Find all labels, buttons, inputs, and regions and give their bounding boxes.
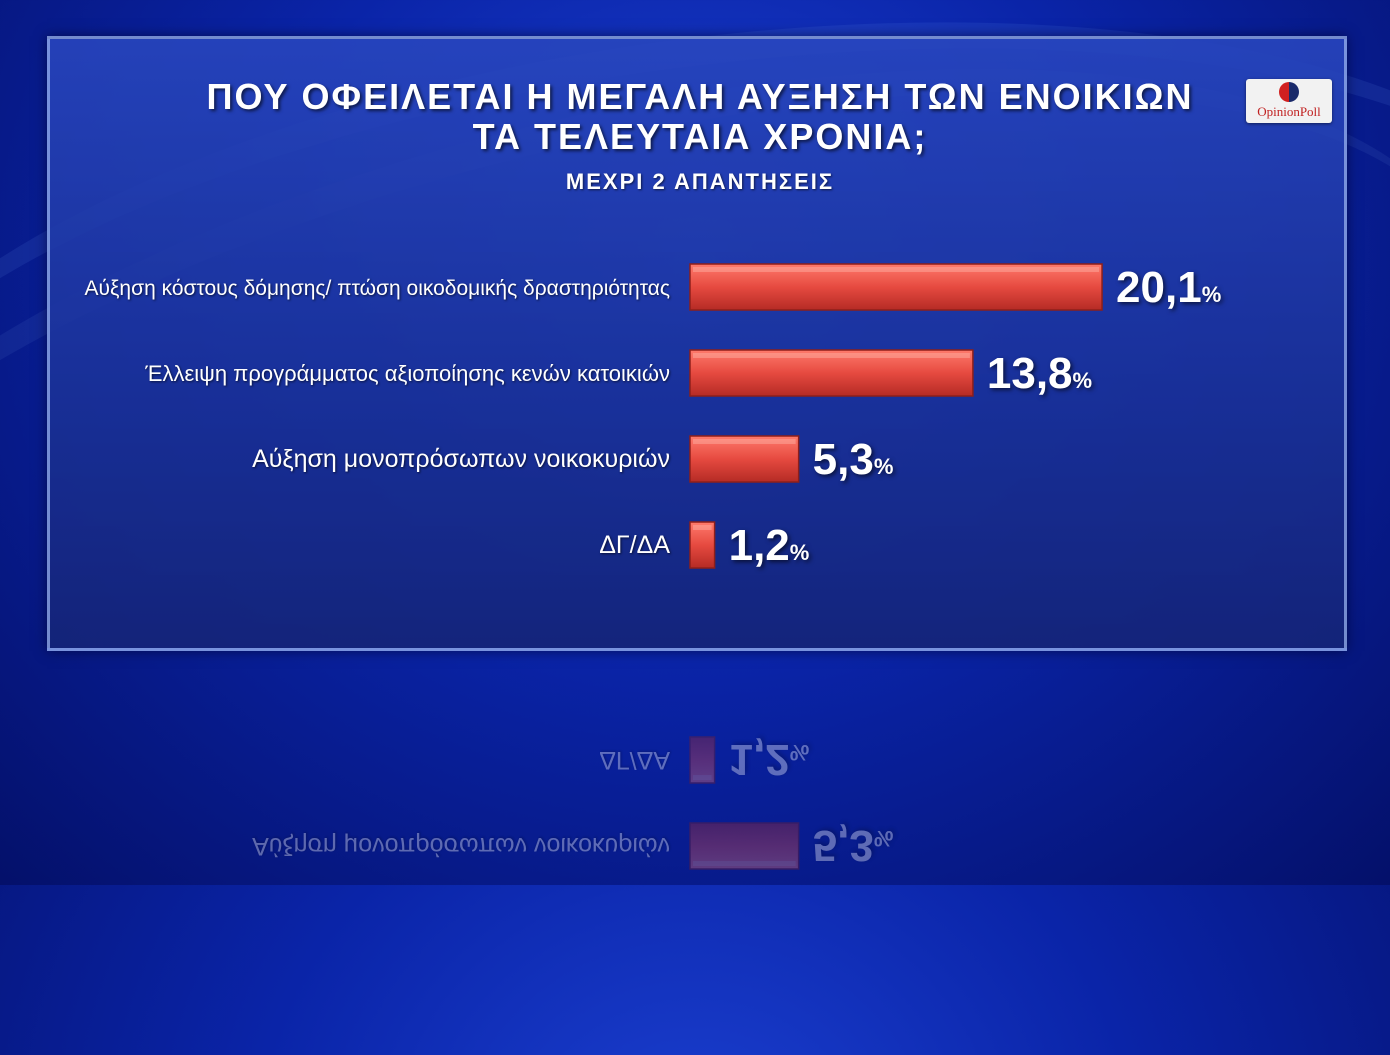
bar-chart: Αύξηση κόστους δόμησης/ πτώση οικοδομική… [85, 263, 1222, 570]
title-line-1: ΠΟΥ ΟΦΕΙΛΕΤΑΙ Η ΜΕΓΑΛΗ ΑΥΞΗΣΗ ΤΩΝ ΕΝΟΙΚΙ… [206, 76, 1194, 117]
value-label: 5,3% [813, 821, 894, 870]
bar-highlight [693, 861, 796, 866]
category-label: ΔΓ/ΔΑ [599, 531, 670, 559]
logo-text: OpinionPoll [1257, 104, 1321, 119]
category-label: Αύξηση κόστους δόμησης/ πτώση οικοδομική… [85, 277, 670, 300]
chart-subtitle: ΜΕΧΡΙ 2 ΑΠΑΝΤΗΣΕΙΣ [565, 169, 835, 194]
category-label: Έλλειψη προγράμματος αξιοποίησης κενών κ… [144, 361, 670, 386]
bar [689, 263, 1103, 311]
value-unit: % [1073, 368, 1093, 393]
value-label: 1,2% [729, 521, 810, 570]
value-unit: % [874, 826, 894, 851]
opinionpoll-logo: OpinionPoll [1246, 79, 1332, 123]
value-unit: % [1202, 282, 1222, 307]
bars-group: Αύξηση κόστους δόμησης/ πτώση οικοδομική… [85, 263, 1222, 570]
chart-title: ΠΟΥ ΟΦΕΙΛΕΤΑΙ Η ΜΕΓΑΛΗ ΑΥΞΗΣΗ ΤΩΝ ΕΝΟΙΚΙ… [50, 77, 1350, 157]
value-label: 20,1% [1116, 263, 1221, 312]
category-label: Αύξηση μονοπρόσωπων νοικοκυριών [252, 445, 670, 473]
value-unit: % [790, 540, 810, 565]
bar [689, 521, 716, 569]
value-label: 13,8% [987, 349, 1092, 398]
value-number: 1,2 [729, 521, 790, 570]
bar-highlight [693, 525, 712, 530]
bar [689, 435, 800, 483]
value-label: 5,3% [813, 435, 894, 484]
value-number: 13,8 [987, 349, 1073, 398]
title-line-2: ΤΑ ΤΕΛΕΥΤΑΙΑ ΧΡΟΝΙΑ; [472, 116, 928, 157]
bar-highlight [693, 439, 796, 444]
value-number: 5,3 [813, 435, 874, 484]
logo-mark-icon [1279, 82, 1299, 102]
bar-highlight [693, 267, 1100, 272]
bar [689, 349, 974, 397]
value-number: 20,1 [1116, 263, 1202, 312]
value-unit: % [874, 454, 894, 479]
bar-highlight [693, 353, 970, 358]
value-number: 5,3 [813, 821, 874, 870]
